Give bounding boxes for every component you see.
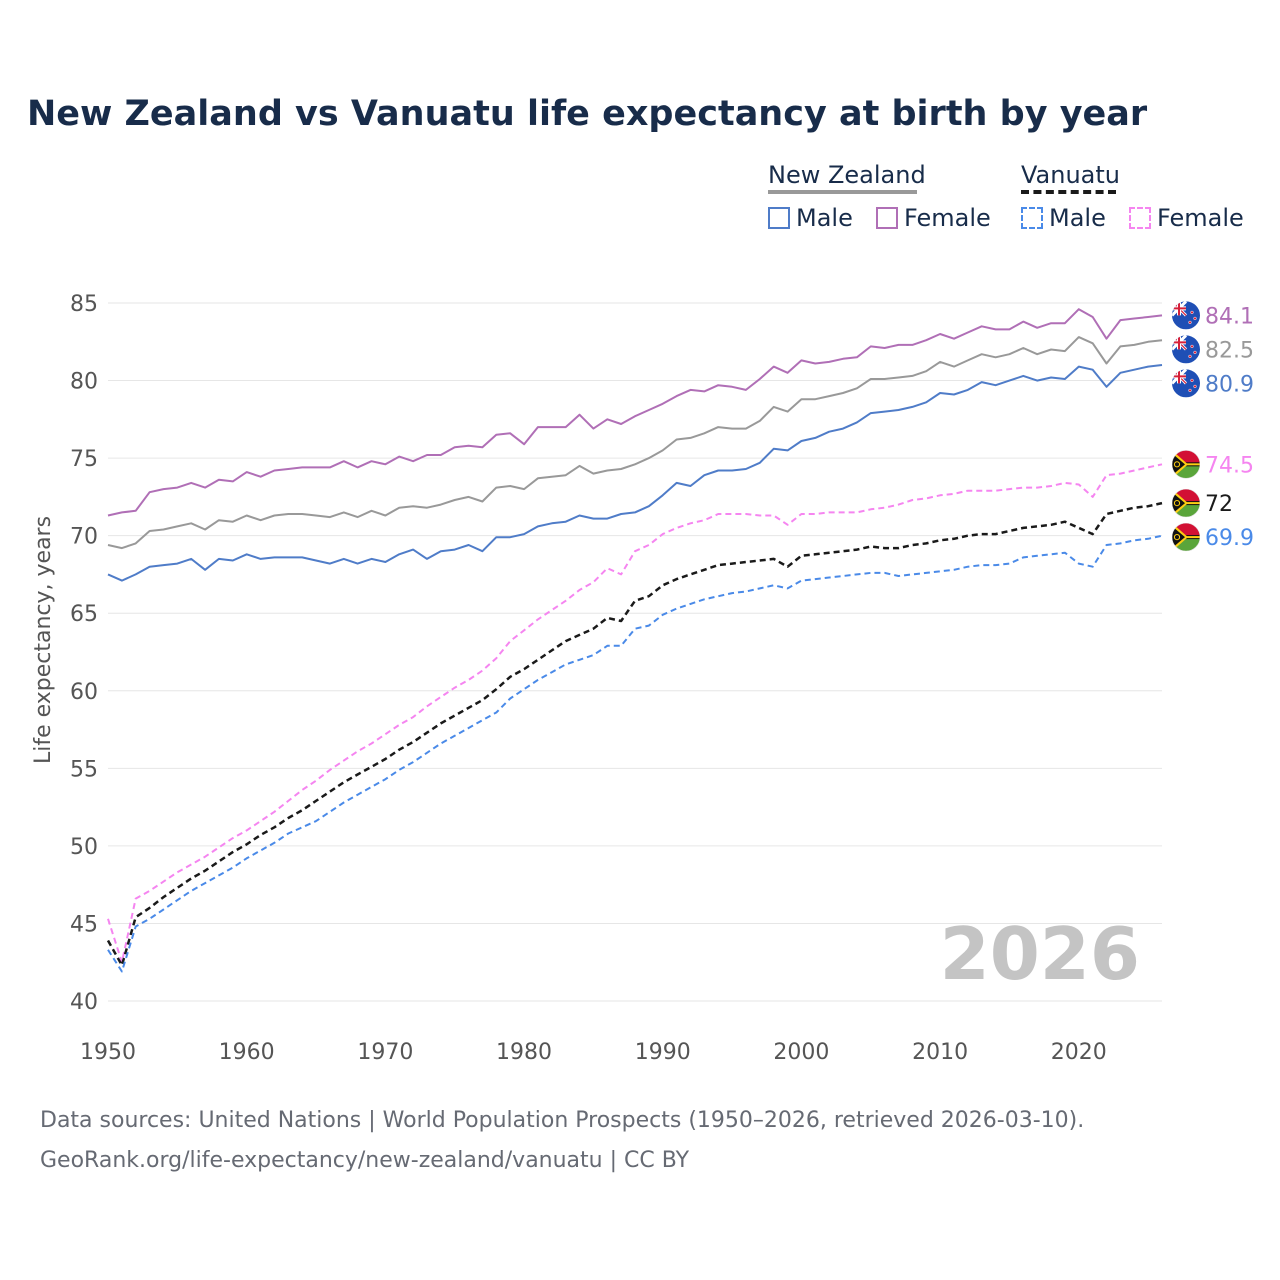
vu-flag-icon bbox=[1172, 450, 1200, 478]
legend-swatch bbox=[1129, 207, 1151, 229]
legend-label: Male bbox=[1049, 204, 1106, 232]
x-tick-label: 1960 bbox=[219, 1040, 275, 1065]
x-tick-label: 1990 bbox=[635, 1040, 691, 1065]
series-line-new-zealand[interactable] bbox=[107, 336, 1163, 550]
x-axis: 1950 1960 1970 1980 1990 2000 2010 2020 bbox=[80, 1040, 1107, 1065]
legend-swatch bbox=[876, 207, 898, 229]
nz-flag-icon bbox=[1172, 335, 1200, 363]
legend-group-line-vanuatu bbox=[1021, 190, 1116, 194]
end-value-label: 72 bbox=[1205, 492, 1233, 517]
year-watermark: 2026 bbox=[939, 912, 1140, 996]
legend-group-line-new-zealand bbox=[768, 190, 917, 194]
y-tick-label: 55 bbox=[70, 757, 98, 782]
footer-url: GeoRank.org/life-expectancy/new-zealand/… bbox=[40, 1148, 690, 1173]
vu-flag-icon bbox=[1172, 489, 1200, 517]
y-tick-label: 60 bbox=[70, 680, 98, 705]
series-line-vanuatu[interactable] bbox=[106, 501, 1163, 967]
y-tick-label: 45 bbox=[70, 912, 98, 937]
series-line-new-zealand-female[interactable] bbox=[107, 308, 1163, 517]
y-tick-label: 70 bbox=[70, 525, 98, 550]
gridlines bbox=[108, 302, 1162, 1002]
x-tick-label: 1950 bbox=[80, 1040, 136, 1065]
legend-item-nz-female[interactable]: Female bbox=[876, 204, 991, 232]
x-tick-label: 1980 bbox=[496, 1040, 552, 1065]
footer-sources: Data sources: United Nations | World Pop… bbox=[40, 1108, 1085, 1133]
y-tick-label: 85 bbox=[70, 292, 98, 317]
end-labels: 84.1 82.5 80.9 74.5 72 69.9 bbox=[1172, 301, 1254, 551]
y-axis-label: Life expectancy, years bbox=[31, 516, 56, 764]
y-axis: 40 45 50 55 60 65 70 75 80 85 bbox=[70, 292, 98, 1015]
legend-swatch bbox=[768, 207, 790, 229]
legend-group-title-vanuatu: Vanuatu bbox=[1021, 161, 1121, 189]
x-tick-label: 2020 bbox=[1051, 1040, 1107, 1065]
legend-swatch bbox=[1021, 207, 1043, 229]
end-value-label: 80.9 bbox=[1205, 372, 1254, 397]
y-tick-label: 75 bbox=[70, 447, 98, 472]
series-line-vanuatu-female[interactable] bbox=[107, 463, 1163, 964]
nz-flag-icon bbox=[1172, 369, 1200, 397]
y-tick-label: 50 bbox=[70, 835, 98, 860]
x-tick-label: 2000 bbox=[773, 1040, 829, 1065]
series-line-vanuatu-male[interactable] bbox=[107, 534, 1163, 973]
legend-item-vu-female[interactable]: Female bbox=[1129, 204, 1244, 232]
x-tick-label: 2010 bbox=[912, 1040, 968, 1065]
series-line-new-zealand-male[interactable] bbox=[107, 364, 1163, 582]
chart-title: New Zealand vs Vanuatu life expectancy a… bbox=[27, 94, 1148, 134]
y-tick-label: 65 bbox=[70, 602, 98, 627]
legend-group-title-new-zealand: New Zealand bbox=[768, 161, 926, 189]
end-value-label: 84.1 bbox=[1205, 304, 1254, 329]
end-value-label: 74.5 bbox=[1205, 453, 1254, 478]
end-value-label: 82.5 bbox=[1205, 338, 1254, 363]
legend-item-vu-male[interactable]: Male bbox=[1021, 204, 1106, 232]
y-tick-label: 80 bbox=[70, 370, 98, 395]
legend-label: Female bbox=[1157, 204, 1244, 232]
x-tick-label: 1970 bbox=[357, 1040, 413, 1065]
legend-label: Male bbox=[796, 204, 853, 232]
legend-label: Female bbox=[904, 204, 991, 232]
vu-flag-icon bbox=[1172, 523, 1200, 551]
end-value-label: 69.9 bbox=[1205, 526, 1254, 551]
y-tick-label: 40 bbox=[70, 990, 98, 1015]
series-lines bbox=[106, 308, 1163, 973]
nz-flag-icon bbox=[1172, 301, 1200, 329]
legend-item-nz-male[interactable]: Male bbox=[768, 204, 853, 232]
